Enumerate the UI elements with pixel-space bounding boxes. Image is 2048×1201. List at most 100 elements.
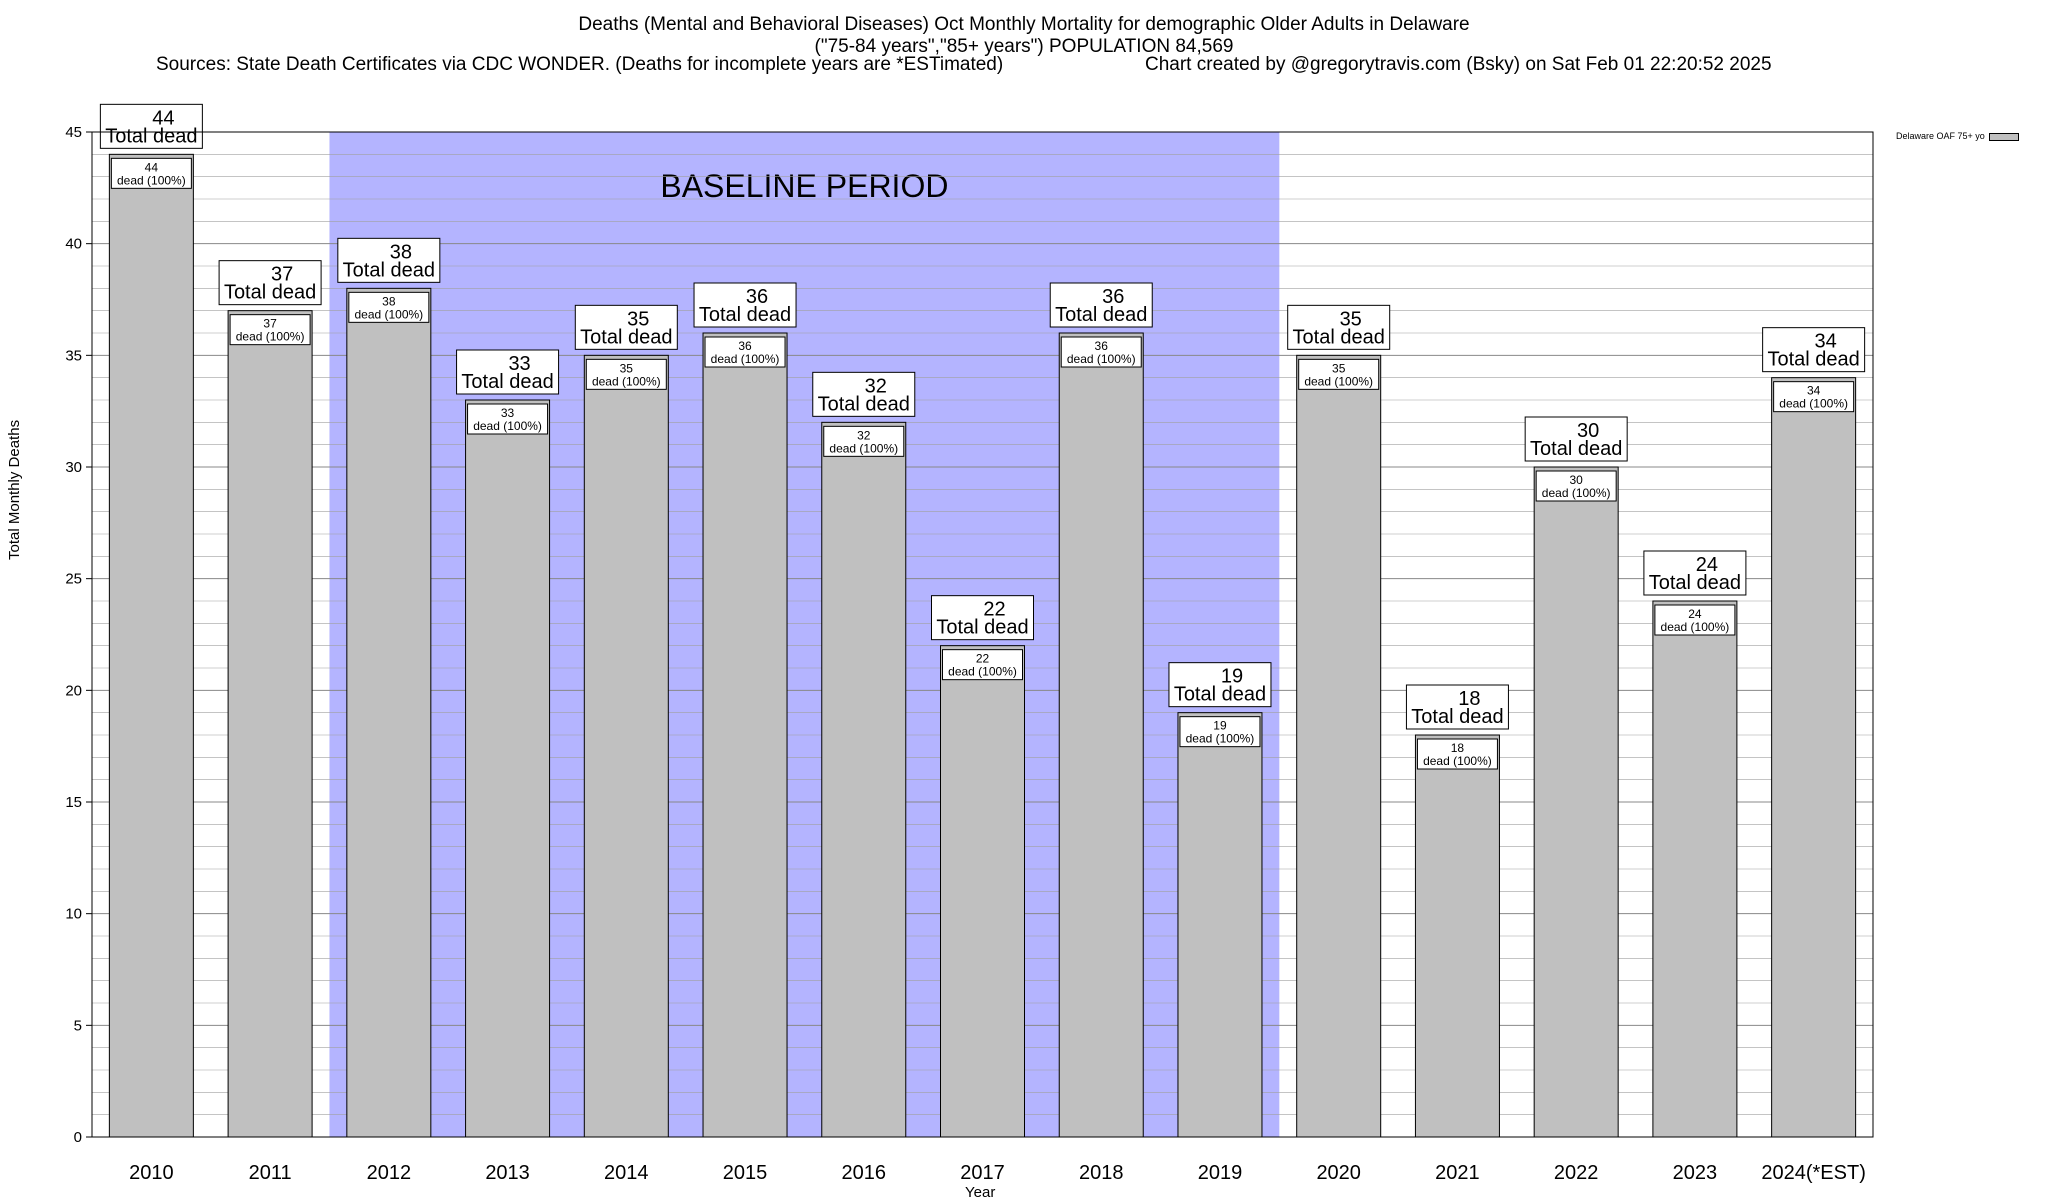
legend: Delaware OAF 75+ yo: [1896, 131, 2019, 141]
top-total-label: Total dead: [1767, 349, 1859, 371]
chart-title-line-1: Deaths (Mental and Behavioral Diseases) …: [578, 14, 1470, 35]
y-tick-label: 35: [65, 347, 82, 364]
y-tick-label: 0: [74, 1129, 82, 1146]
x-tick-label: 2020: [1316, 1162, 1361, 1184]
bar: [346, 287, 432, 1138]
y-tick-label: 15: [65, 794, 82, 811]
top-label-box: [1168, 662, 1272, 708]
inner-value-label: 36: [1095, 339, 1109, 353]
inner-value-label: 30: [1569, 473, 1583, 487]
top-total-label: Total dead: [224, 282, 316, 304]
inner-dead-label: dead (100%): [236, 330, 305, 344]
x-tick-label: 2011: [249, 1162, 292, 1184]
top-label-box: [456, 349, 560, 395]
y-tick-label: 30: [65, 459, 82, 476]
inner-dead-label: dead (100%): [1779, 397, 1848, 411]
x-tick-label: 2015: [723, 1162, 768, 1184]
top-label-box: [1405, 684, 1509, 730]
top-label-box: [1643, 550, 1747, 596]
inner-label-box: [110, 157, 192, 189]
inner-dead-label: dead (100%): [592, 374, 661, 388]
bar: [1296, 354, 1382, 1138]
chart-title-line-2: ("75-84 years","85+ years") POPULATION 8…: [814, 36, 1234, 57]
top-label-box: [1762, 327, 1866, 373]
inner-dead-label: dead (100%): [1661, 620, 1730, 634]
top-total-label: Total dead: [1411, 706, 1503, 728]
inner-dead-label: dead (100%): [354, 307, 423, 321]
bar: [465, 399, 551, 1138]
bar: [108, 153, 194, 1138]
bar: [1652, 600, 1738, 1138]
top-label-box: [337, 237, 441, 283]
inner-label-box: [1060, 336, 1142, 368]
y-tick-label: 25: [65, 571, 82, 588]
bar: [1414, 734, 1500, 1138]
inner-label-box: [704, 336, 786, 368]
inner-label-box: [1773, 381, 1855, 413]
top-total-label: Total dead: [1649, 572, 1741, 594]
x-tick-label: 2010: [129, 1162, 174, 1184]
inner-label-box: [1654, 604, 1736, 636]
inner-value-label: 38: [382, 294, 396, 308]
top-value-label: 36: [746, 286, 768, 308]
top-label-box: [812, 371, 916, 417]
inner-dead-label: dead (100%): [829, 441, 898, 455]
top-value-label: 37: [271, 264, 293, 286]
inner-value-label: 32: [857, 428, 871, 442]
bar: [1533, 466, 1619, 1138]
inner-label-box: [585, 358, 667, 390]
chart-title: Deaths (Mental and Behavioral Diseases) …: [0, 14, 2048, 58]
x-axis-label: Year: [965, 1184, 996, 1201]
bar: [821, 421, 907, 1138]
top-total-label: Total dead: [1055, 304, 1147, 326]
inner-label-box: [348, 291, 430, 323]
bar: [940, 645, 1025, 1138]
inner-dead-label: dead (100%): [473, 419, 542, 433]
inner-value-label: 34: [1807, 384, 1821, 398]
x-tick-label: 2019: [1198, 1162, 1243, 1184]
bar: [583, 354, 669, 1138]
top-total-label: Total dead: [1174, 684, 1266, 706]
inner-value-label: 24: [1688, 607, 1702, 621]
inner-dead-label: dead (100%): [117, 173, 186, 187]
top-value-label: 19: [1221, 666, 1243, 688]
x-tick-label: 2016: [842, 1162, 887, 1184]
inner-label-box: [1416, 738, 1498, 770]
top-value-label: 32: [865, 375, 887, 397]
inner-value-label: 22: [976, 652, 990, 666]
y-axis-label: Total Monthly Deaths: [6, 419, 23, 560]
top-value-label: 22: [983, 599, 1005, 621]
inner-value-label: 44: [145, 160, 159, 174]
top-value-label: 36: [1102, 286, 1124, 308]
inner-label-box: [942, 649, 1023, 681]
top-label-box: [1524, 416, 1628, 462]
plot-frame: [91, 131, 1874, 1138]
y-tick-label: 20: [65, 682, 82, 699]
inner-label-box: [1535, 470, 1617, 502]
inner-value-label: 35: [620, 361, 634, 375]
y-tick-label: 5: [74, 1017, 82, 1034]
bar: [702, 332, 788, 1138]
bar: [1771, 377, 1857, 1138]
inner-label-box: [467, 403, 549, 435]
inner-label-box: [1298, 358, 1380, 390]
top-total-label: Total dead: [343, 259, 435, 281]
top-total-label: Total dead: [105, 125, 197, 147]
top-value-label: 24: [1696, 554, 1718, 576]
x-tick-label: 2022: [1554, 1162, 1599, 1184]
legend-swatch: [1988, 132, 2019, 141]
top-total-label: Total dead: [936, 617, 1028, 639]
x-tick-label: 2024(*EST): [1761, 1162, 1866, 1184]
top-label-box: [931, 595, 1034, 641]
inner-dead-label: dead (100%): [1067, 352, 1136, 366]
inner-dead-label: dead (100%): [948, 665, 1017, 679]
inner-value-label: 36: [738, 339, 752, 353]
top-label-box: [693, 282, 797, 328]
top-value-label: 35: [627, 308, 649, 330]
inner-value-label: 35: [1332, 361, 1346, 375]
inner-value-label: 33: [501, 406, 515, 420]
credit-text: Chart created by @gregorytravis.com (Bsk…: [1145, 54, 1772, 75]
top-label-box: [574, 304, 678, 350]
